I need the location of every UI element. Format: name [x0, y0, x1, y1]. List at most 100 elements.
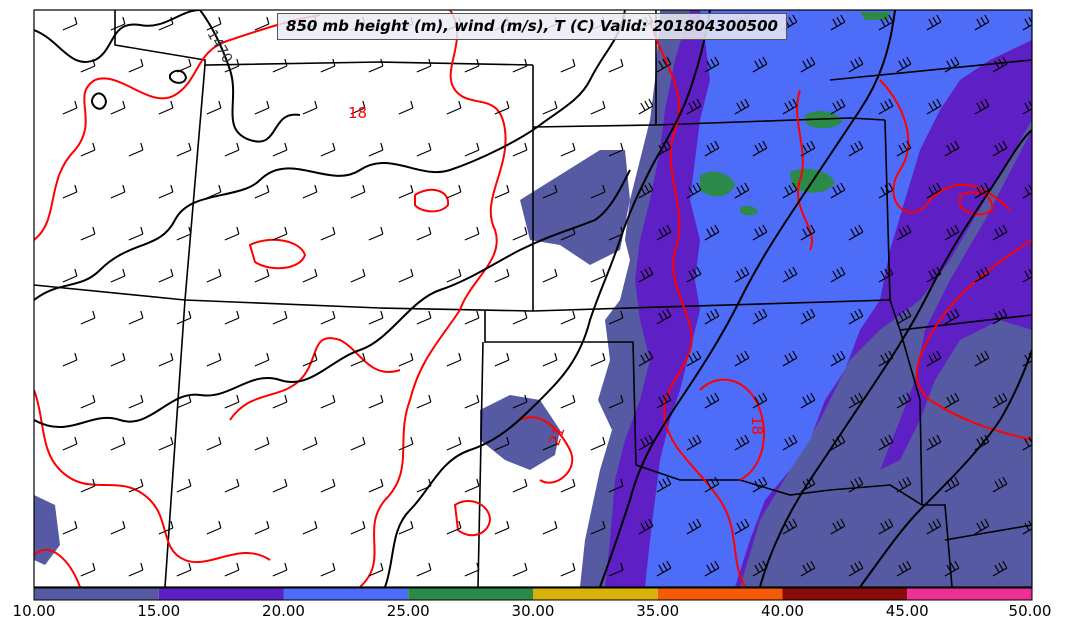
temp-contour-10: [519, 416, 574, 484]
wind-barb: [974, 266, 990, 283]
wind-barb: [590, 100, 606, 115]
wind-barb: [752, 224, 768, 241]
wind-barb: [254, 352, 270, 367]
wind-barb: [416, 58, 432, 73]
wind-barb: [944, 140, 960, 157]
wind-barb: [926, 434, 942, 451]
wind-barb: [974, 434, 990, 451]
temp-contour-12: [248, 238, 307, 270]
wind-barb: [830, 266, 846, 283]
border-5: [532, 117, 886, 128]
wind-barb: [224, 562, 240, 577]
wind-barb: [320, 562, 336, 577]
wind-speed-shading: [34, 10, 1032, 587]
wind-barb: [158, 184, 174, 199]
wind-barb: [176, 394, 192, 409]
wind-barb: [110, 100, 126, 115]
wind-barb: [446, 352, 462, 367]
wind-barb: [542, 520, 558, 535]
wind-barb: [464, 58, 480, 73]
wind-barb: [896, 476, 912, 493]
wind-barb: [752, 56, 768, 73]
height-contour-10: [91, 92, 108, 110]
wind-barb: [656, 224, 672, 241]
wind-barb: [224, 142, 240, 157]
border-2: [184, 64, 206, 301]
wind-barb: [590, 520, 606, 535]
height-contour-4: [34, 169, 631, 429]
wind-barb: [896, 560, 912, 577]
wind-barb: [398, 520, 414, 535]
wind-barb: [494, 352, 510, 367]
wind-barb: [704, 392, 720, 409]
wind-barb: [512, 394, 528, 409]
wind-barb: [398, 352, 414, 367]
wind-barb: [704, 308, 720, 325]
wind-barb: [848, 308, 864, 325]
wind-barb: [848, 140, 864, 157]
wind-barb: [254, 184, 270, 199]
wind-barb: [1041, 309, 1055, 324]
wind-barb: [128, 226, 144, 241]
wind-barb: [446, 268, 462, 283]
wind-barb: [368, 310, 384, 325]
wind-barb: [368, 142, 384, 157]
wind-barb: [176, 478, 192, 493]
wind-barb: [1041, 393, 1055, 408]
wind-barb: [656, 392, 672, 409]
wind-barb: [302, 268, 318, 283]
wind-barb: [494, 436, 510, 451]
wind-barb: [830, 98, 846, 115]
wind-barb: [80, 562, 96, 577]
wind-barb: [542, 100, 558, 115]
temp-contour-3: [34, 389, 271, 564]
wind-barb: [752, 476, 768, 493]
shade-10-15-west-patches: [520, 150, 630, 265]
wind-barb: [416, 142, 432, 157]
wind-barb: [542, 352, 558, 367]
wind-barb: [176, 142, 192, 157]
wind-barb: [992, 56, 1008, 73]
shade-10-15-tx: [480, 395, 560, 470]
wind-barb: [734, 434, 750, 451]
wind-barb: [560, 226, 576, 241]
wind-barb: [704, 476, 720, 493]
wind-barb: [110, 16, 126, 31]
wind-barb: [254, 268, 270, 283]
wind-barb: [350, 520, 366, 535]
colorbar-tick-label: 20.00: [262, 602, 305, 620]
wind-barb: [110, 520, 126, 535]
wind-barb: [848, 560, 864, 577]
temp-contour-15: [959, 191, 994, 216]
wind-barb: [206, 520, 222, 535]
wind-barb: [800, 476, 816, 493]
wind-barb: [686, 266, 702, 283]
wind-barb: [848, 56, 864, 73]
height-contour-8: [859, 349, 1032, 587]
wind-barb: [752, 140, 768, 157]
wind-barb: [302, 352, 318, 367]
wind-barb: [176, 226, 192, 241]
wind-barb: [416, 562, 432, 577]
wind-barb: [398, 184, 414, 199]
wind-barb: [992, 140, 1008, 157]
wind-barb: [512, 226, 528, 241]
shade-25-30-patch-1: [700, 171, 735, 197]
wind-barb: [158, 268, 174, 283]
colorbar-segment: [158, 588, 284, 600]
border-11: [484, 311, 923, 506]
height-contour-5: [384, 10, 711, 587]
colorbar-segment: [782, 588, 908, 600]
wind-barb: [176, 562, 192, 577]
wind-barb: [254, 100, 270, 115]
wind-barb: [686, 98, 702, 115]
wind-barb: [896, 224, 912, 241]
wind-barb: [368, 562, 384, 577]
wind-barb: [368, 478, 384, 493]
colorbar-tick-label: 40.00: [761, 602, 804, 620]
wind-barb: [320, 394, 336, 409]
colorbar-segment: [283, 588, 409, 600]
wind-barb: [416, 310, 432, 325]
wind-barb: [224, 310, 240, 325]
wind-barb: [512, 478, 528, 493]
